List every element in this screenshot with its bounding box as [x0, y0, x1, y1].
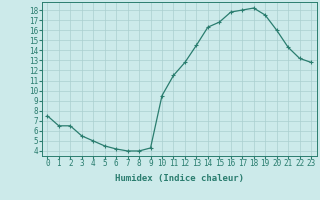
X-axis label: Humidex (Indice chaleur): Humidex (Indice chaleur) — [115, 174, 244, 183]
